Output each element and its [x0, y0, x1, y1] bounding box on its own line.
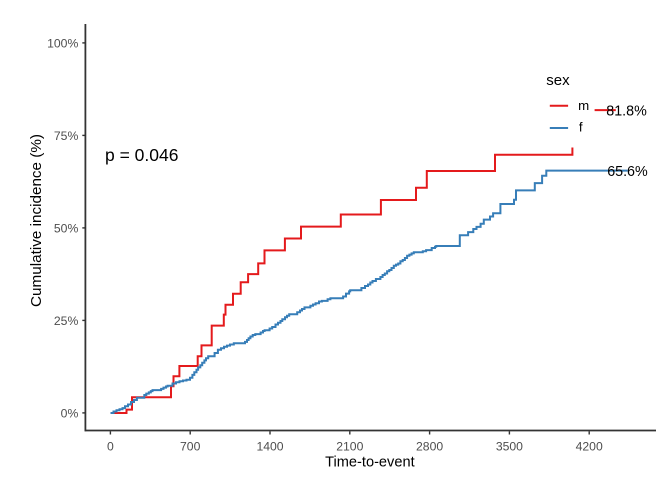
- svg-text:25%: 25%: [54, 314, 79, 328]
- svg-text:2100: 2100: [336, 439, 363, 453]
- svg-text:0: 0: [107, 439, 114, 453]
- svg-text:1400: 1400: [256, 439, 283, 453]
- svg-text:p = 0.046: p = 0.046: [105, 145, 178, 165]
- svg-text:4200: 4200: [576, 439, 603, 453]
- svg-text:65.6%: 65.6%: [607, 163, 648, 180]
- svg-text:3500: 3500: [496, 439, 523, 453]
- svg-text:700: 700: [180, 439, 201, 453]
- svg-text:50%: 50%: [54, 221, 79, 235]
- svg-text:m: m: [578, 98, 589, 113]
- svg-text:Time-to-event: Time-to-event: [325, 455, 414, 471]
- svg-text:100%: 100%: [47, 36, 78, 50]
- svg-text:f: f: [579, 120, 583, 135]
- svg-text:2800: 2800: [416, 439, 443, 453]
- svg-text:Cumulative incidence (%): Cumulative incidence (%): [29, 134, 45, 307]
- svg-text:sex: sex: [546, 72, 570, 89]
- svg-text:81.8%: 81.8%: [606, 103, 647, 120]
- svg-text:0%: 0%: [61, 406, 79, 420]
- svg-text:75%: 75%: [54, 129, 79, 143]
